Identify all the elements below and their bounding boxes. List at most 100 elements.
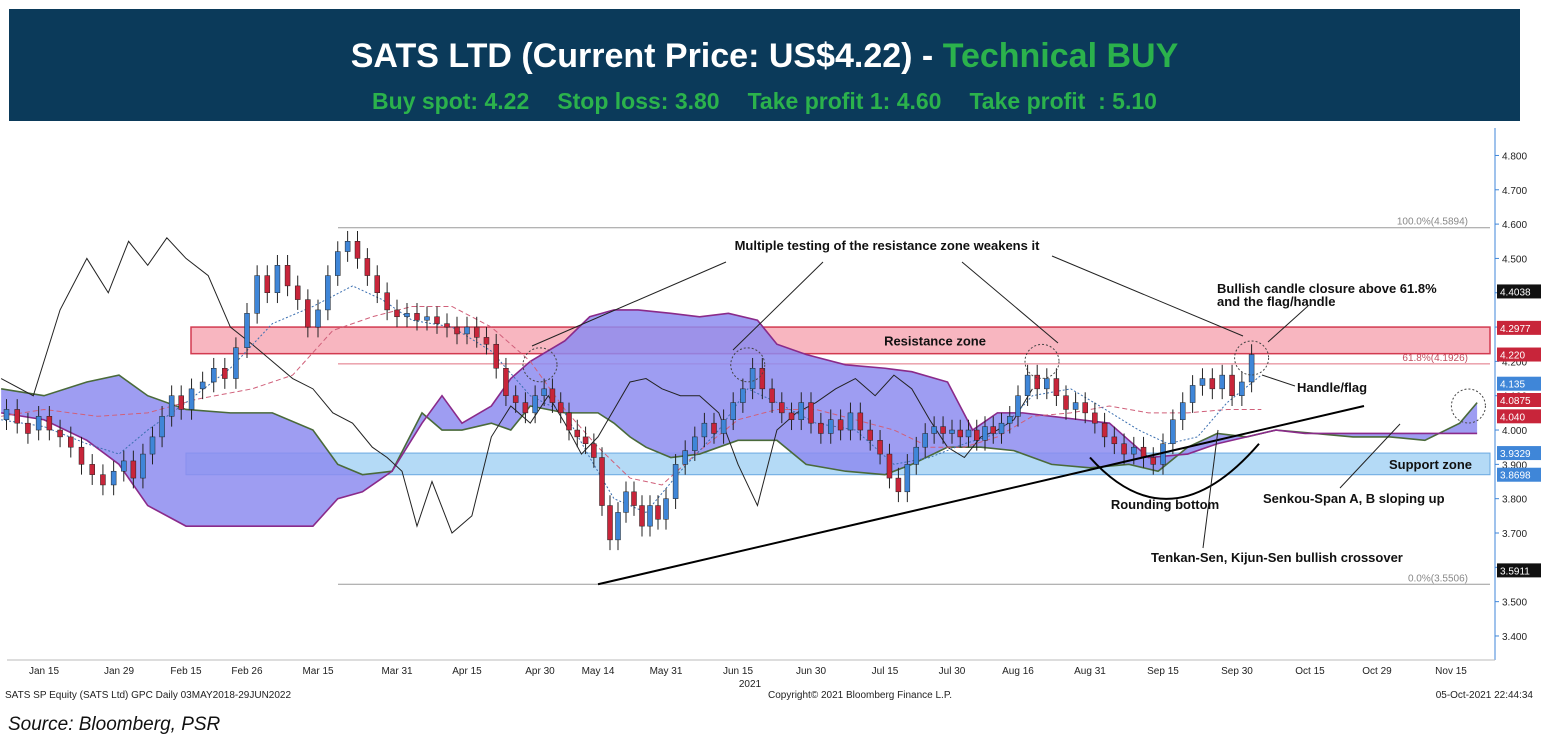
candle-down bbox=[522, 402, 529, 414]
candle-down bbox=[940, 426, 946, 434]
page-title: SATS LTD (Current Price: US$4.22) - Tech… bbox=[9, 37, 1520, 76]
candle-down bbox=[566, 412, 572, 431]
candle-up bbox=[1199, 378, 1206, 386]
y-tick-label: 3.800 bbox=[1502, 495, 1527, 506]
candle-down bbox=[974, 429, 980, 441]
candle-up bbox=[532, 395, 538, 414]
y-tick-label: 4.700 bbox=[1502, 186, 1527, 197]
candle-up bbox=[1239, 381, 1245, 396]
candle-down bbox=[78, 446, 85, 465]
take-profit-1: Take profit 1: 4.60 bbox=[747, 88, 942, 114]
candle-down bbox=[867, 429, 873, 441]
candle-down bbox=[655, 505, 661, 520]
candle-up bbox=[904, 464, 911, 493]
candle-up bbox=[3, 409, 10, 420]
candle-up bbox=[1248, 354, 1255, 383]
candle-down bbox=[759, 368, 766, 390]
candle-down bbox=[808, 402, 814, 424]
candle-down bbox=[503, 368, 509, 396]
y-tick-label: 4.200 bbox=[1502, 357, 1527, 368]
candle-down bbox=[607, 505, 613, 541]
fib-label: 0.0%(3.5506) bbox=[1408, 573, 1468, 584]
annotation-pointer bbox=[961, 261, 1059, 344]
annotation-handle-flag: Handle/flag bbox=[1297, 380, 1367, 395]
candle-down bbox=[788, 412, 795, 420]
candle-down bbox=[130, 460, 137, 479]
chart-header: SATS LTD (Current Price: US$4.22) - Tech… bbox=[9, 9, 1520, 121]
stop-loss: Stop loss: 3.80 bbox=[557, 88, 720, 114]
x-tick-label: Mar 31 bbox=[381, 666, 413, 677]
price-tag bbox=[1497, 284, 1541, 299]
candle-up bbox=[730, 402, 736, 420]
buy-spot: Buy spot: 4.22 bbox=[372, 88, 530, 114]
breakout-circle bbox=[1234, 340, 1270, 376]
footer-timestamp: 05-Oct-2021 22:44:34 bbox=[1435, 690, 1533, 701]
candle-down bbox=[454, 326, 460, 335]
candle-up bbox=[1170, 419, 1176, 445]
candle-up bbox=[1015, 395, 1021, 417]
price-tag-label: 4.220 bbox=[1500, 351, 1525, 362]
y-tick-label: 3.900 bbox=[1502, 460, 1527, 471]
candle-down bbox=[877, 440, 883, 455]
resistance-zone bbox=[190, 326, 1491, 355]
candle-down bbox=[354, 241, 361, 259]
price-tag-label: 4.040 bbox=[1500, 412, 1525, 423]
take-profit-2: Take profit : 5.10 bbox=[969, 88, 1157, 114]
candle-down bbox=[886, 453, 893, 479]
candle-down bbox=[284, 265, 291, 287]
source-note: Source: Bloomberg, PSR bbox=[8, 714, 221, 735]
x-tick-label: Aug 16 bbox=[1002, 666, 1034, 677]
candle-up bbox=[922, 433, 928, 448]
y-tick-label: 4.000 bbox=[1502, 426, 1527, 437]
annotation-senkou-span: Senkou-Span A, B sloping up bbox=[1263, 491, 1445, 506]
price-tag-label: 3.9329 bbox=[1500, 449, 1531, 460]
candle-up bbox=[274, 265, 281, 293]
candle-up bbox=[1044, 378, 1050, 390]
x-tick-label: Jan 15 bbox=[29, 666, 59, 677]
annotation-pointer bbox=[732, 261, 824, 351]
x-tick-label: May 31 bbox=[650, 666, 683, 677]
candle-up bbox=[692, 436, 698, 451]
candle-down bbox=[414, 313, 420, 321]
candle-up bbox=[159, 416, 165, 438]
candle-down bbox=[483, 337, 490, 345]
x-tick-label: Aug 31 bbox=[1074, 666, 1106, 677]
annotation-tk-crossover: Tenkan-Sen, Kijun-Sen bullish crossover bbox=[1151, 550, 1403, 565]
candle-up bbox=[140, 453, 146, 479]
candle-down bbox=[599, 457, 605, 506]
candle-down bbox=[374, 275, 380, 293]
candle-down bbox=[1063, 395, 1069, 410]
candle-up bbox=[615, 512, 621, 541]
candle-down bbox=[582, 436, 589, 445]
candle-down bbox=[364, 258, 371, 276]
candle-up bbox=[210, 368, 217, 383]
price-tag bbox=[1497, 409, 1541, 424]
rounding-bottom-curve bbox=[1089, 443, 1260, 500]
candle-up bbox=[404, 313, 410, 318]
x-tick-label: Nov 15 bbox=[1435, 666, 1467, 677]
candle-down bbox=[178, 395, 184, 410]
candle-down bbox=[473, 326, 480, 338]
candle-down bbox=[631, 491, 637, 506]
candle-down bbox=[394, 309, 400, 318]
x-tick-label: May 14 bbox=[582, 666, 615, 677]
candle-down bbox=[100, 474, 106, 486]
candle-down bbox=[837, 419, 844, 431]
candle-up bbox=[701, 422, 708, 438]
candle-down bbox=[574, 429, 581, 438]
fib-label: 100.0%(4.5894) bbox=[1397, 217, 1468, 228]
candle-up bbox=[913, 446, 920, 465]
annotation-pointer bbox=[1261, 374, 1296, 387]
candle-down bbox=[1150, 457, 1157, 465]
y-tick-label: 4.500 bbox=[1502, 254, 1527, 265]
candle-down bbox=[264, 275, 271, 293]
candle-down bbox=[1101, 422, 1108, 438]
candle-down bbox=[857, 412, 864, 431]
candle-up bbox=[424, 316, 430, 321]
candle-down bbox=[68, 436, 74, 448]
candle-up bbox=[149, 436, 156, 455]
annotation-resistance-testing: Multiple testing of the resistance zone … bbox=[735, 238, 1041, 253]
candle-up bbox=[672, 464, 679, 499]
title-main: SATS LTD (Current Price: US$4.22) - bbox=[350, 37, 943, 75]
x-tick-label: Sep 30 bbox=[1221, 666, 1253, 677]
